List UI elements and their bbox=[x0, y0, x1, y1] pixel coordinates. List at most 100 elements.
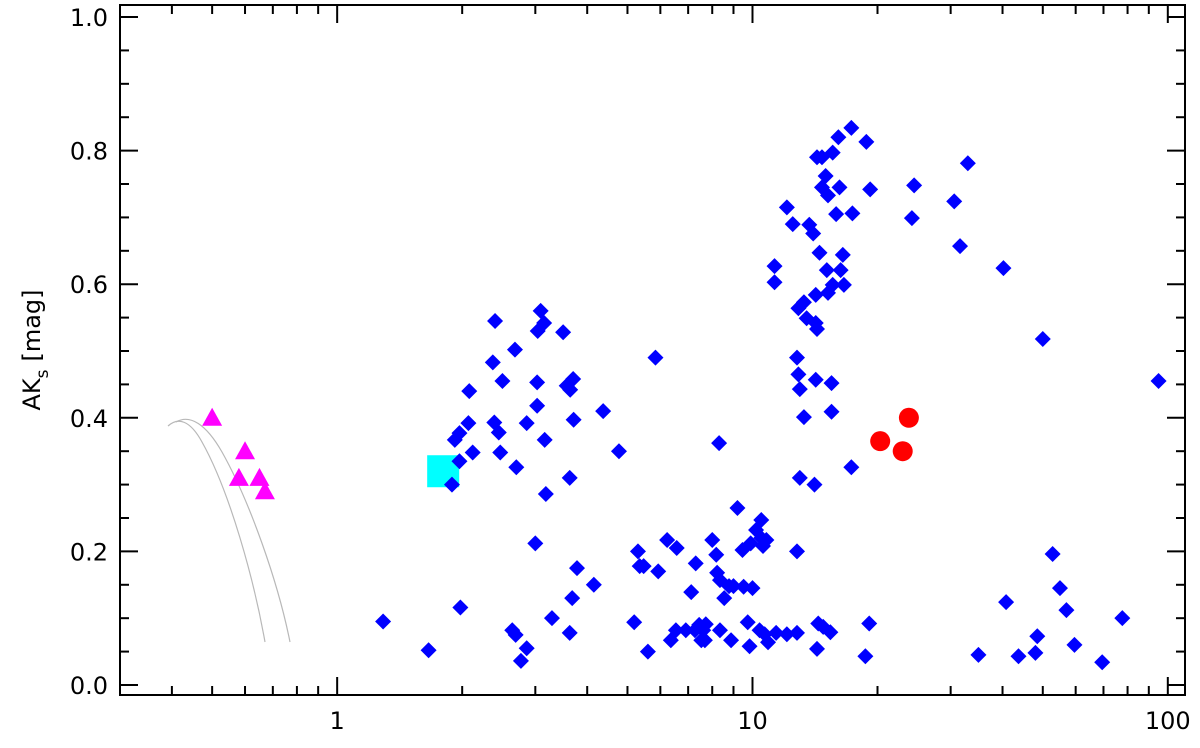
diamond-point bbox=[903, 210, 920, 227]
diamond-point bbox=[809, 320, 826, 337]
diamond-point bbox=[716, 590, 733, 607]
diamond-point bbox=[795, 294, 812, 311]
circle-point bbox=[870, 431, 891, 452]
diamond-point bbox=[1044, 546, 1061, 563]
diamond-point bbox=[420, 642, 437, 659]
diamond-point bbox=[791, 381, 808, 398]
diamond-point bbox=[375, 613, 392, 630]
diamond-point bbox=[823, 375, 840, 392]
model-curve bbox=[167, 420, 266, 643]
diamond-point bbox=[711, 435, 728, 452]
diamond-point bbox=[506, 341, 523, 358]
diamond-point bbox=[677, 622, 694, 639]
diamond-point bbox=[626, 614, 643, 631]
diamond-point bbox=[824, 276, 841, 293]
diamond-point bbox=[811, 244, 828, 261]
diamond-point bbox=[536, 431, 553, 448]
y-tick-label: 0.6 bbox=[70, 271, 108, 299]
diamond-point bbox=[758, 532, 775, 549]
triangle-point bbox=[249, 467, 270, 486]
diamond-point bbox=[843, 459, 860, 476]
diamond-point bbox=[484, 354, 501, 371]
diamond-point bbox=[668, 540, 685, 557]
diamond-point bbox=[1066, 636, 1083, 653]
diamond-point bbox=[861, 615, 878, 632]
diamond-point bbox=[494, 373, 511, 390]
diamond-point bbox=[729, 499, 746, 516]
diamond-point bbox=[766, 258, 783, 275]
diamond-point bbox=[753, 511, 770, 528]
diamond-point bbox=[508, 459, 525, 476]
diamond-point bbox=[789, 349, 806, 366]
y-axis-label: AKs [mag] bbox=[18, 289, 53, 410]
y-tick-label: 1.0 bbox=[70, 4, 108, 32]
diamond-point bbox=[487, 312, 504, 329]
diamond-point bbox=[744, 580, 761, 597]
diamond-point bbox=[778, 626, 795, 643]
diamond-point bbox=[697, 616, 714, 633]
diamond-point bbox=[683, 584, 700, 601]
diamond-point bbox=[952, 238, 969, 255]
diamond-point bbox=[862, 181, 879, 198]
y-tick-label: 0.8 bbox=[70, 138, 108, 166]
diamond-point bbox=[959, 155, 976, 172]
diamond-point bbox=[564, 590, 581, 607]
diamond-point bbox=[561, 624, 578, 641]
diamond-point bbox=[725, 578, 742, 595]
diamond-point bbox=[843, 119, 860, 136]
model-curve bbox=[175, 418, 291, 643]
diamond-point bbox=[452, 599, 469, 616]
diamond-point bbox=[512, 652, 529, 669]
diamond-point bbox=[629, 543, 646, 560]
diamond-point bbox=[818, 262, 835, 279]
diamond-point bbox=[595, 403, 612, 420]
diamond-point bbox=[647, 349, 664, 366]
diamond-point bbox=[723, 632, 740, 649]
diamond-point bbox=[569, 560, 586, 577]
diamond-point bbox=[946, 193, 963, 210]
y-tick-label: 0.2 bbox=[70, 538, 108, 566]
diamond-point bbox=[751, 622, 768, 639]
diamond-point bbox=[443, 476, 460, 493]
diamond-point bbox=[585, 576, 602, 593]
diamond-point bbox=[507, 626, 524, 643]
diamond-point bbox=[518, 640, 535, 657]
triangle-point bbox=[235, 441, 256, 460]
y-axis-label-sub: s bbox=[33, 369, 53, 378]
diamond-point bbox=[832, 262, 849, 279]
diamond-point bbox=[830, 129, 847, 146]
plot-frame bbox=[119, 4, 1186, 696]
triangle-point bbox=[254, 481, 275, 500]
diamond-point bbox=[795, 409, 812, 426]
diamond-point bbox=[784, 216, 801, 233]
diamond-point bbox=[490, 424, 507, 441]
diamond-point bbox=[460, 415, 477, 432]
circle-point bbox=[892, 441, 913, 462]
diamond-point bbox=[704, 532, 721, 549]
diamond-point bbox=[687, 555, 704, 572]
diamond-point bbox=[844, 205, 861, 222]
diamond-point bbox=[1150, 373, 1167, 390]
diamond-point bbox=[561, 469, 578, 486]
diamond-point bbox=[828, 206, 845, 223]
diamond-point bbox=[1034, 330, 1051, 347]
y-tick-label: 0.0 bbox=[70, 672, 108, 700]
diamond-point bbox=[537, 485, 554, 502]
diamond-point bbox=[791, 469, 808, 486]
diamond-point bbox=[741, 638, 758, 655]
diamond-point bbox=[708, 546, 725, 563]
diamond-point bbox=[970, 646, 987, 663]
diamond-point bbox=[823, 403, 840, 420]
x-tick-label: 10 bbox=[737, 707, 768, 735]
diamond-point bbox=[451, 425, 468, 442]
diamond-point bbox=[527, 535, 544, 552]
diamond-point bbox=[650, 563, 667, 580]
diamond-point bbox=[639, 643, 656, 660]
diamond-point bbox=[809, 640, 826, 657]
diamond-point bbox=[461, 383, 478, 400]
diamond-point bbox=[1094, 654, 1111, 671]
diamond-point bbox=[998, 594, 1015, 611]
diamond-point bbox=[766, 274, 783, 291]
diamond-point bbox=[451, 453, 468, 470]
